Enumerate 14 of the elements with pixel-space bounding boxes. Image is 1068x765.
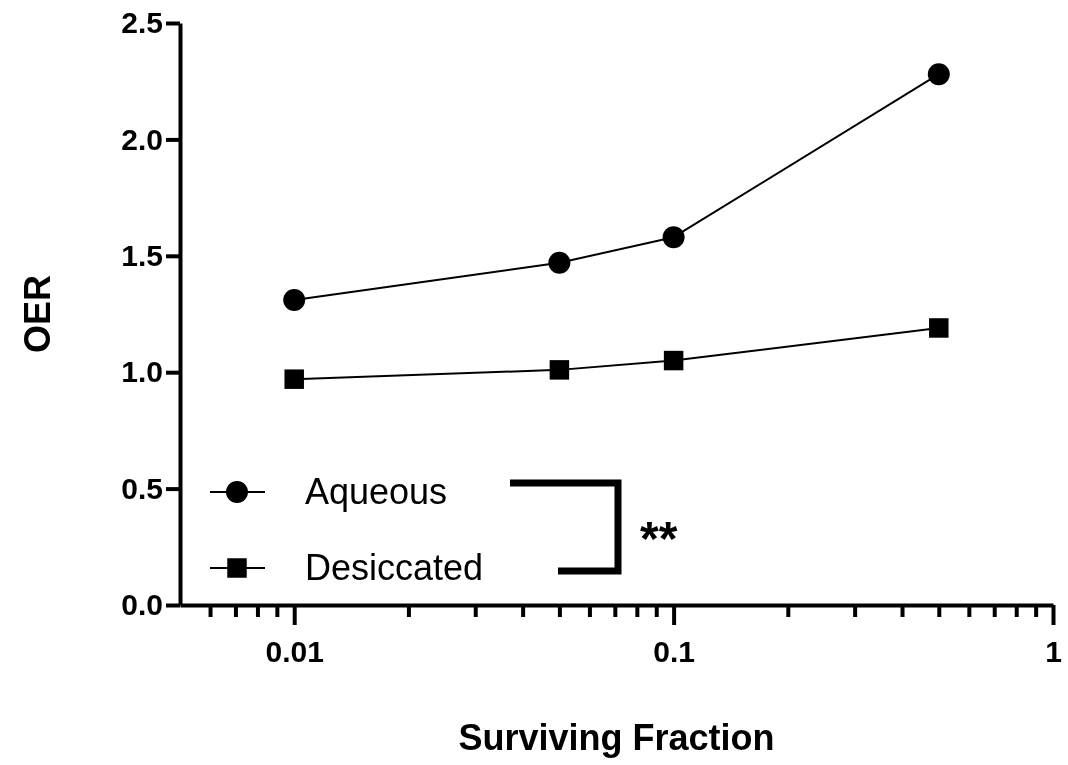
y-tick-label: 0.5 (121, 471, 163, 505)
legend-label: Desiccated (305, 547, 484, 588)
x-tick-label: 0.1 (653, 635, 695, 668)
x-tick-label: 1 (1045, 635, 1062, 668)
legend-label: Aqueous (305, 471, 448, 512)
y-tick-label: 1.5 (121, 238, 163, 272)
annotation: ** (640, 512, 678, 565)
y-tick-label: 1.0 (121, 355, 163, 389)
y-tick-label: 0.0 (121, 588, 163, 622)
y-axis-title: OER (17, 274, 58, 354)
text: 0.01 (265, 635, 324, 668)
y-tick-label: 2.0 (121, 122, 163, 156)
y-tick-label: 2.5 (121, 6, 163, 40)
x-axis-title: Surviving Fraction (458, 717, 775, 758)
